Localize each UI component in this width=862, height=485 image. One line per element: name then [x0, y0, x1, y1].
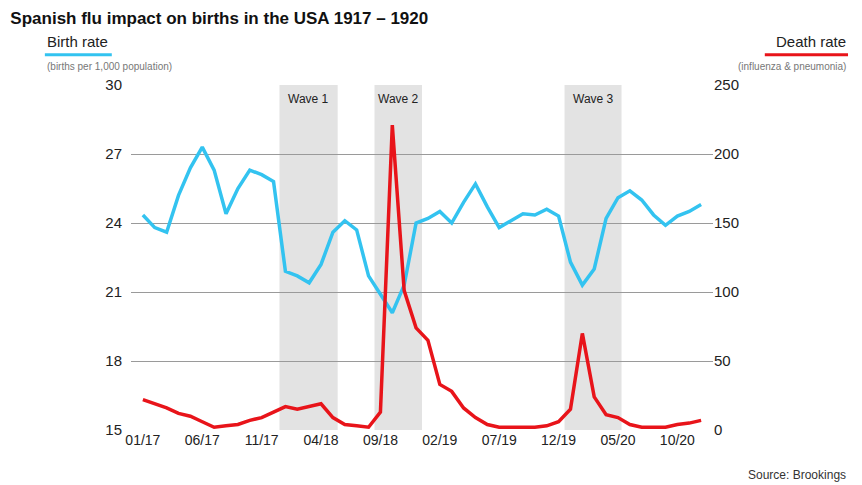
svg-text:02/19: 02/19: [422, 432, 457, 448]
svg-text:100: 100: [714, 283, 739, 300]
svg-text:12/19: 12/19: [541, 432, 576, 448]
svg-text:250: 250: [714, 76, 739, 93]
svg-text:21: 21: [105, 283, 122, 300]
svg-text:Death rate: Death rate: [776, 33, 846, 50]
svg-text:24: 24: [105, 214, 122, 231]
svg-text:Wave 3: Wave 3: [573, 92, 614, 106]
svg-text:Wave 2: Wave 2: [378, 92, 419, 106]
svg-text:150: 150: [714, 214, 739, 231]
svg-text:04/18: 04/18: [304, 432, 339, 448]
svg-text:(births per 1,000 population): (births per 1,000 population): [47, 61, 172, 72]
svg-text:(influenza & pneumonia): (influenza & pneumonia): [738, 61, 846, 72]
svg-text:30: 30: [105, 76, 122, 93]
svg-text:200: 200: [714, 145, 739, 162]
svg-text:0: 0: [714, 421, 722, 438]
svg-text:07/19: 07/19: [482, 432, 517, 448]
svg-text:15: 15: [105, 421, 122, 438]
svg-text:05/20: 05/20: [600, 432, 635, 448]
svg-text:09/18: 09/18: [363, 432, 398, 448]
svg-text:Wave 1: Wave 1: [288, 92, 329, 106]
svg-text:Source: Brookings: Source: Brookings: [748, 468, 846, 482]
svg-text:10/20: 10/20: [660, 432, 695, 448]
svg-text:18: 18: [105, 352, 122, 369]
svg-text:50: 50: [714, 352, 731, 369]
svg-text:Spanish flu impact on births i: Spanish flu impact on births in the USA …: [10, 9, 428, 28]
svg-text:11/17: 11/17: [245, 432, 279, 448]
svg-text:06/17: 06/17: [185, 432, 220, 448]
svg-text:01/17: 01/17: [125, 432, 160, 448]
svg-text:Birth rate: Birth rate: [47, 33, 108, 50]
svg-text:27: 27: [105, 145, 122, 162]
